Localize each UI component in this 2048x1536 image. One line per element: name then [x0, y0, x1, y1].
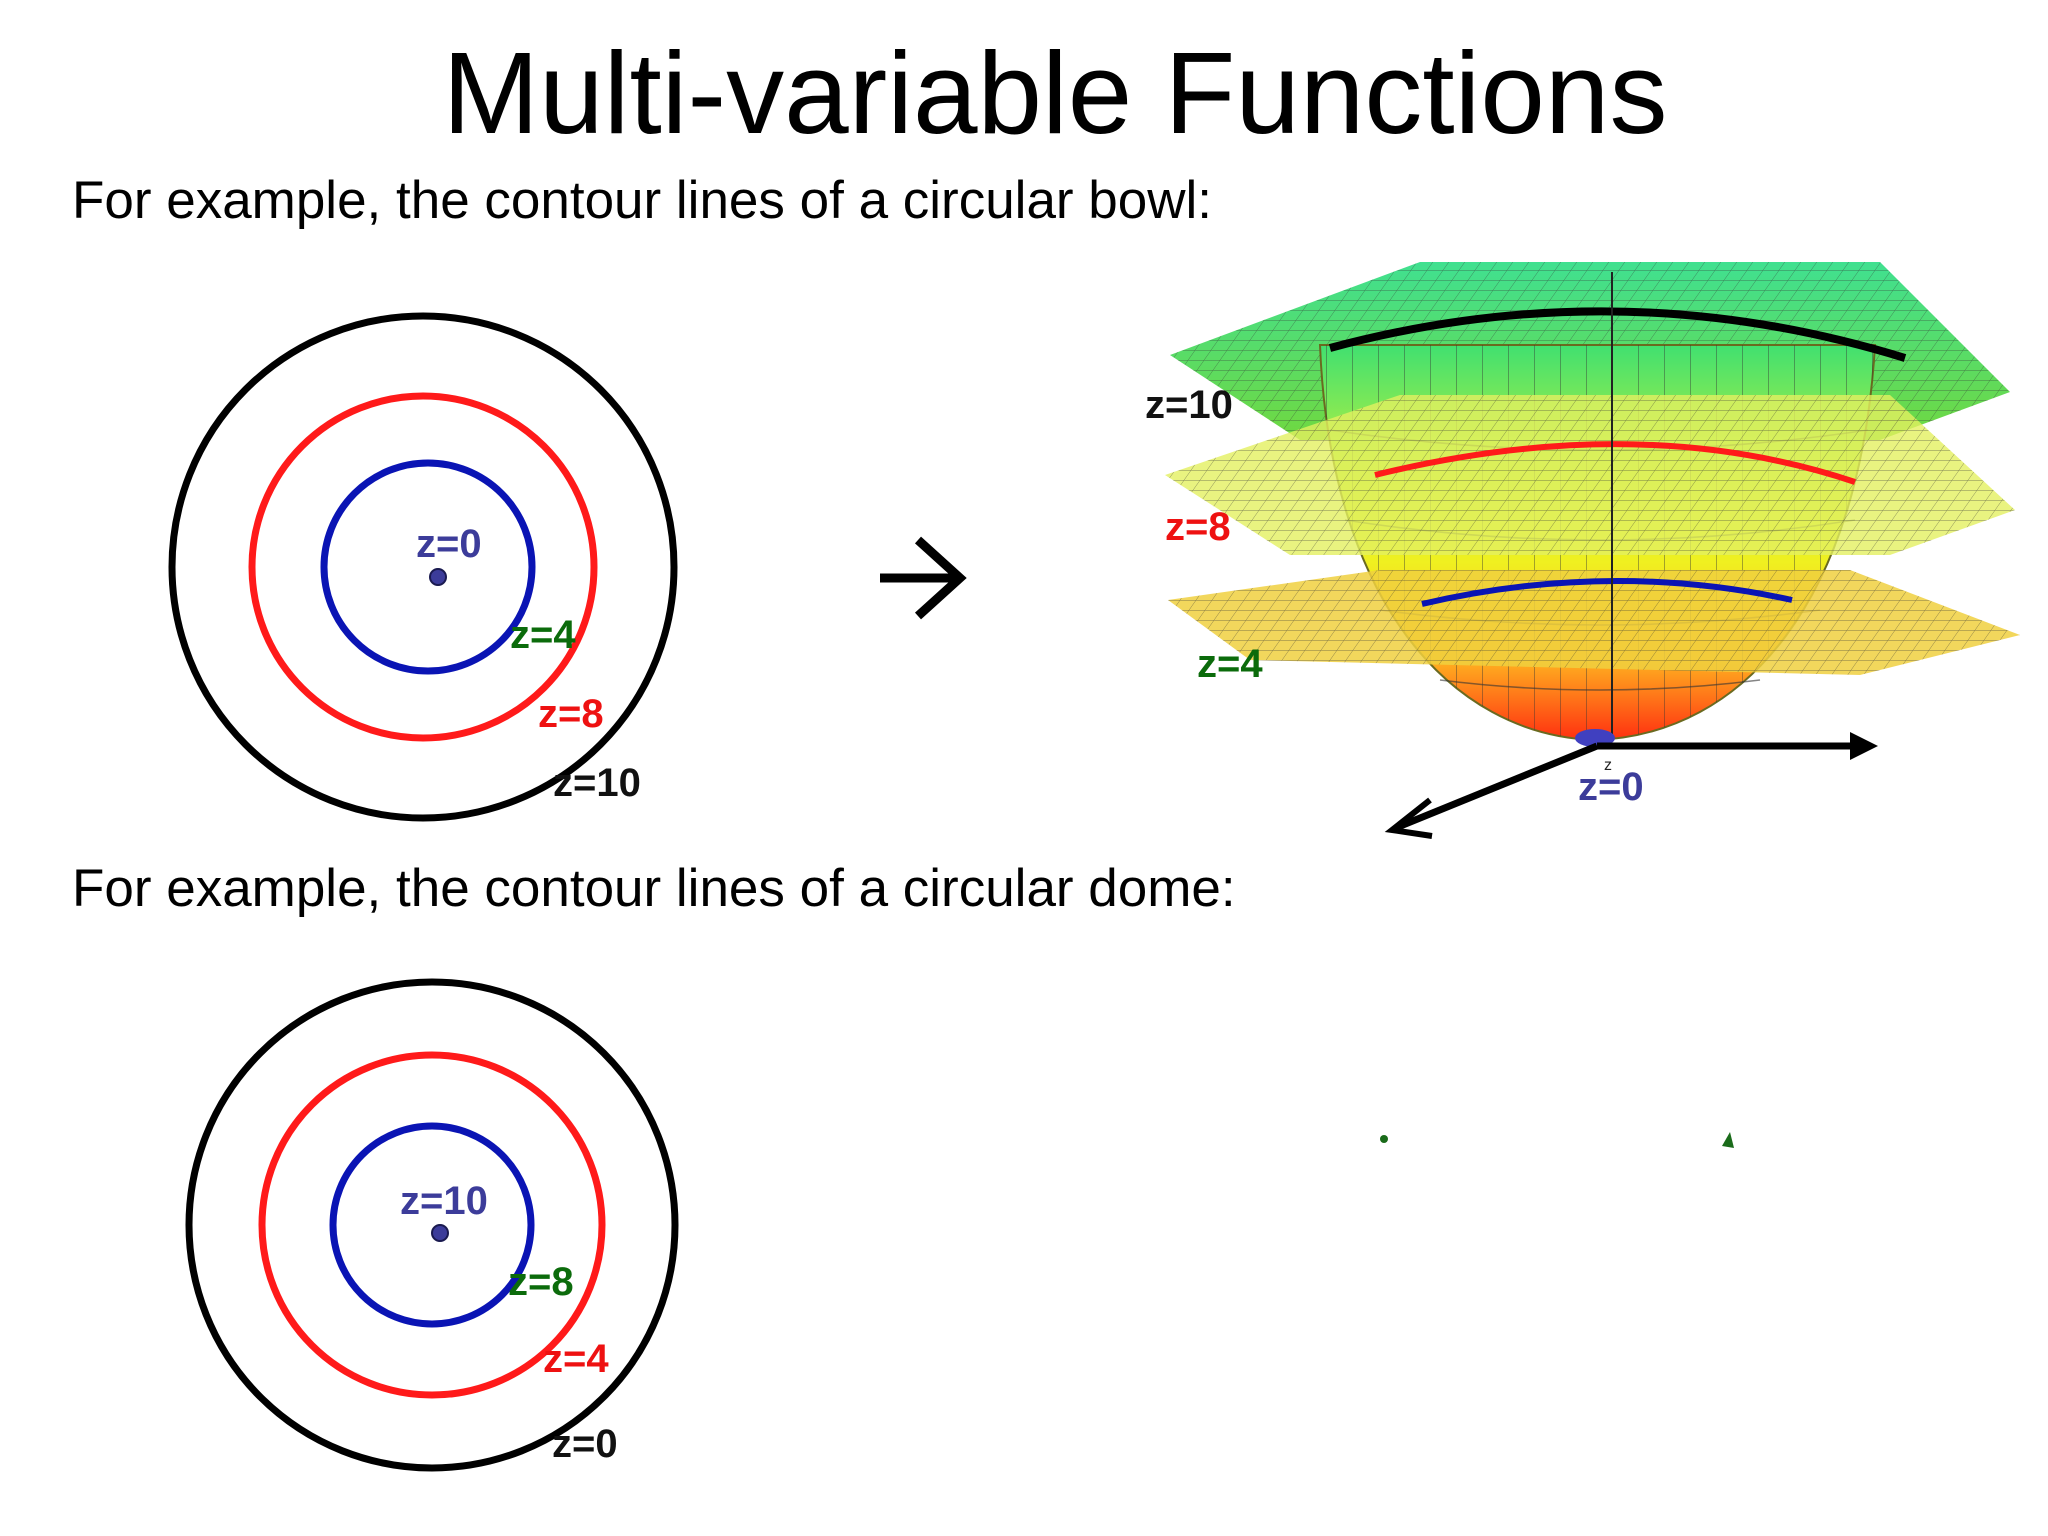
bowl-3d-plot: z=10 z=8 z=4 z=0 z	[1145, 240, 2020, 839]
dome-caption: For example, the contour lines of a circ…	[72, 859, 1236, 918]
bowl-3d-axis-letter: z	[1604, 757, 1612, 774]
bowl-3d-label-top: z=10	[1145, 383, 1233, 427]
dome-inner-ring	[329, 1122, 535, 1328]
bowl-3d-curve-blue	[1421, 578, 1793, 607]
bowl-3d-curve-black	[1328, 307, 1907, 362]
dome-contour-diagram: z=10 z=8 z=4 z=0	[185, 978, 679, 1472]
dome-middle-ring	[258, 1051, 606, 1399]
arrow-icon	[880, 536, 967, 620]
bowl-middle-ring	[248, 392, 598, 742]
y-axis-arrow	[1396, 742, 1599, 831]
bowl-label-inner: z=0	[416, 522, 482, 566]
dome-label-middle-ring: z=4	[543, 1337, 609, 1381]
bowl-label-middle-ring: z=8	[538, 692, 604, 736]
speck-right	[1722, 1132, 1734, 1148]
bowl-contour-diagram: z=0 z=4 z=8 z=10	[168, 312, 678, 822]
speck-left	[1380, 1135, 1388, 1143]
page-title: Multi-variable Functions	[442, 28, 1668, 158]
bowl-3d-curve-red	[1374, 441, 1856, 485]
bowl-3d-label-mid: z=8	[1165, 505, 1231, 549]
bowl-inner-ring	[320, 459, 536, 675]
bowl-label-outer-ring: z=10	[553, 761, 641, 805]
dome-label-outer-ring: z=0	[552, 1422, 618, 1466]
dome-label-inner: z=10	[400, 1179, 488, 1223]
dome-outer-ring	[185, 978, 679, 1472]
bowl-label-inner-ring: z=4	[510, 613, 576, 657]
bowl-3d-label-low: z=4	[1197, 642, 1263, 686]
bowl-center-dot	[429, 568, 447, 586]
dome-center-dot	[431, 1224, 449, 1242]
dome-label-inner-ring: z=8	[508, 1260, 574, 1304]
bowl-outer-ring	[168, 312, 678, 822]
bowl-caption: For example, the contour lines of a circ…	[72, 171, 1213, 230]
bowl-3d-label-bottom: z=0	[1578, 765, 1644, 809]
